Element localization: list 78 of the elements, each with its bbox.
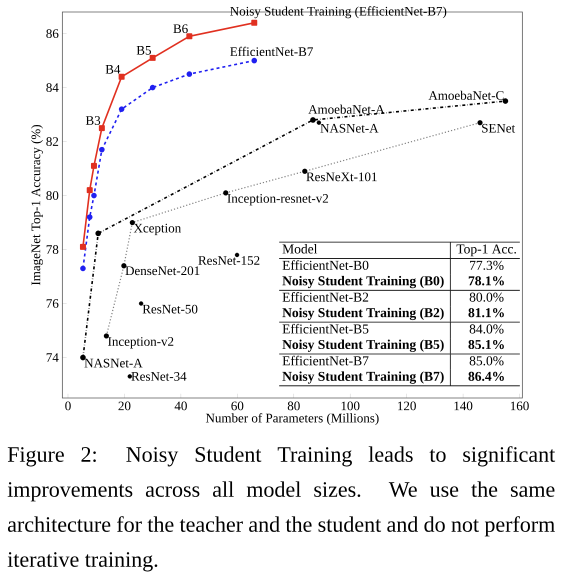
annotation: Noisy Student Training (B0) (282, 276, 444, 288)
point (150, 54, 156, 61)
annotation: NASNet-A (320, 124, 378, 133)
point (251, 58, 258, 64)
x-tick-label: 60 (231, 402, 244, 410)
point (186, 33, 192, 40)
annotation: AmoebaNet-A (308, 104, 385, 114)
series-label: Noisy Student Training (EfficientNet-B7) (230, 6, 446, 18)
y-tick-label: 80 (46, 191, 58, 200)
point (80, 354, 86, 360)
annotation: 77.3% (470, 260, 504, 270)
point (138, 301, 144, 306)
y-tick-label: 86 (46, 29, 58, 38)
x-tick-label: 140 (454, 402, 472, 410)
point (316, 120, 322, 125)
point (80, 244, 86, 250)
x-tick-label: 40 (174, 402, 187, 410)
point (91, 192, 97, 198)
annotation: Xception (134, 224, 182, 236)
annotation: 84.0% (470, 324, 504, 334)
annotation: B4 (106, 64, 120, 74)
point (90, 162, 97, 169)
annotation: ResNet-152 (198, 256, 260, 265)
annotation: Noisy Student Training (B5) (282, 340, 444, 352)
point (502, 98, 508, 104)
x-tick-label: 100 (342, 402, 360, 410)
y-tick-label: 82 (46, 137, 58, 146)
point (86, 214, 93, 220)
point (118, 106, 124, 112)
point (98, 125, 105, 132)
annotation: AmoebaNet-C (428, 90, 504, 100)
caption: Figure 2: Noisy Student Training leads to significant improvements across all model sizes. We use the same architecture for the teacher and the student and do not perform iterative training. (8, 446, 556, 572)
x-axis-title: Number of Parameters (Millions) (206, 413, 379, 426)
annotation: Inception-v2 (108, 337, 174, 348)
annotation: SENet (482, 124, 516, 133)
annotation: B6 (173, 24, 188, 34)
y-tick-label: 84 (46, 83, 59, 92)
annotation: 78.1% (468, 276, 504, 286)
annotation: Noisy Student Training (B2) (282, 308, 444, 320)
annotation: Model (282, 244, 318, 254)
series-label: EfficientNet-B7 (230, 46, 313, 56)
x-tick-label: 80 (288, 402, 300, 410)
y-tick-label: 78 (46, 245, 58, 254)
annotation: 80.0% (470, 292, 504, 302)
x-tick-label: 0 (65, 402, 71, 410)
point (186, 71, 192, 77)
point (80, 266, 86, 272)
point (251, 20, 258, 26)
annotation: EfficientNet-B7 (282, 356, 369, 366)
annotation: EfficientNet-B0 (282, 260, 368, 270)
point (310, 117, 316, 123)
y-tick-label: 74 (46, 353, 59, 362)
annotation: NASNet-A (84, 358, 143, 368)
annotation: EfficientNet-B5 (282, 324, 368, 334)
annotation: 85.0% (470, 356, 504, 366)
annotation: Noisy Student Training (B7) (282, 371, 444, 384)
point (86, 187, 93, 194)
annotation: B5 (136, 46, 151, 55)
x-tick-label: 20 (118, 402, 130, 410)
annotation: ResNet-50 (142, 304, 198, 314)
point (99, 146, 105, 152)
annotation: DenseNet-201 (125, 266, 200, 276)
annotation: ResNet-34 (131, 372, 186, 381)
x-tick-label: 160 (510, 402, 529, 410)
annotation: EfficientNet-B2 (282, 292, 368, 302)
x-tick-label: 120 (398, 402, 416, 410)
annotation: 85.1% (468, 340, 504, 350)
annotation: 81.1% (468, 308, 504, 318)
annotation: 86.4% (468, 372, 504, 381)
annotation: B3 (86, 116, 100, 125)
point (95, 230, 101, 236)
annotation: Inception-resnet-v2 (227, 194, 328, 206)
annotation: ResNeXt-101 (306, 172, 377, 182)
y-axis-title: ImageNet Top-1 Accuracy (%) (31, 124, 43, 286)
point (118, 74, 125, 80)
y-tick-label: 76 (46, 299, 58, 308)
annotation: Top-1 Acc. (456, 244, 516, 256)
point (150, 84, 156, 90)
